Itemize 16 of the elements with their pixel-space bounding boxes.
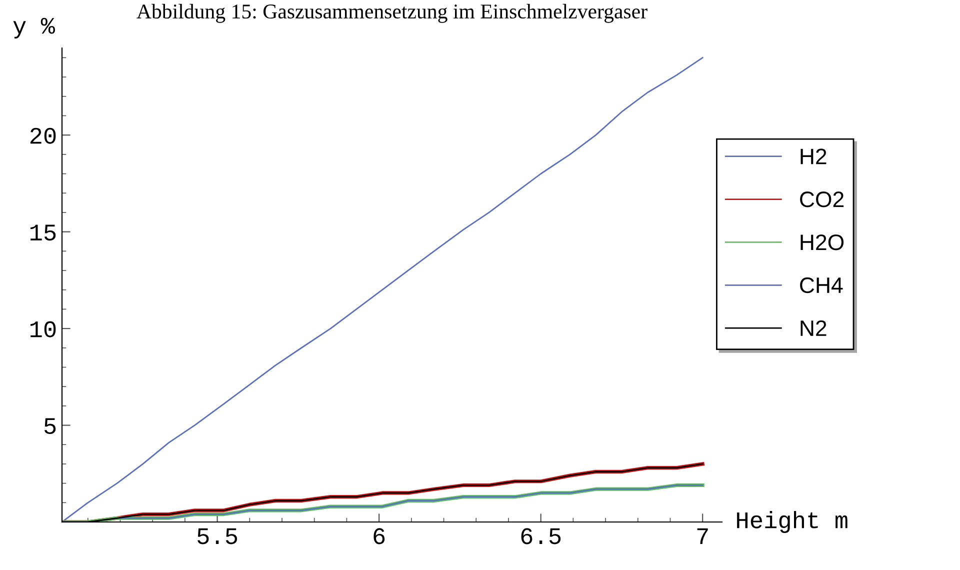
y-tick-label: 10 <box>30 321 56 338</box>
y-tick-label: 20 <box>30 128 56 144</box>
x-tick-label: 7 <box>697 528 708 544</box>
x-axis-title: Height m <box>737 510 848 533</box>
y-tick-label: 15 <box>30 224 56 241</box>
y-axis-title: y % <box>13 18 56 39</box>
legend-label: N2 <box>800 320 826 336</box>
legend-label: CO2 <box>800 192 844 208</box>
x-tick-label: 6 <box>374 528 385 544</box>
legend-label: H2 <box>800 148 826 164</box>
x-tick-label: 6.5 <box>521 528 561 544</box>
chart-title: Abbildung 15: Gaszusammensetzung im Einschmelzvergaser <box>136 4 648 23</box>
legend-label: H2O <box>800 234 844 250</box>
y-tick-label: 5 <box>44 418 56 434</box>
x-tick-label: 5.5 <box>198 528 238 544</box>
legend-label: CH4 <box>800 277 843 294</box>
